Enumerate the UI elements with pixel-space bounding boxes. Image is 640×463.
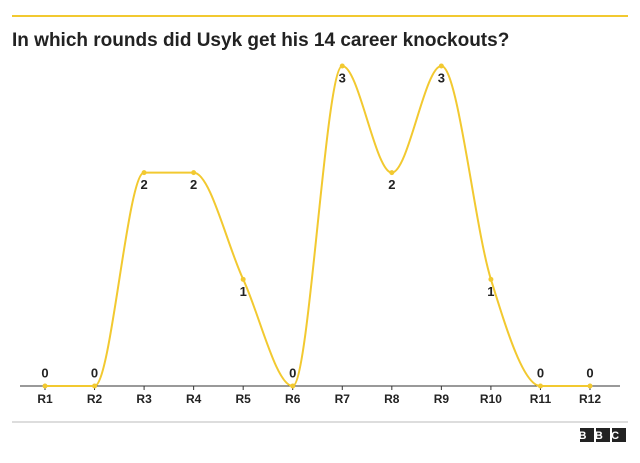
point (438, 63, 444, 69)
x-tick-label: R1 (37, 392, 53, 406)
point (92, 383, 98, 389)
data-label: 3 (339, 70, 346, 85)
logo: BBC (578, 430, 627, 442)
line (45, 64, 590, 388)
x-tick-label: R3 (136, 392, 152, 406)
x-tick-label: R10 (480, 392, 502, 406)
top-rule (12, 15, 628, 17)
x-tick-label: R7 (335, 392, 351, 406)
data-label: 1 (240, 284, 247, 299)
point (141, 170, 147, 176)
x-tick-label: R6 (285, 392, 301, 406)
data-label: 2 (388, 177, 395, 192)
data-label: 0 (41, 365, 48, 380)
point (389, 170, 395, 176)
x-tick-label: R5 (236, 392, 252, 406)
data-label: 0 (537, 365, 544, 380)
logo-boxes (580, 428, 626, 442)
data-label: 0 (586, 365, 593, 380)
data-label: 3 (438, 70, 445, 85)
point (339, 63, 345, 69)
x-tick-label: R11 (530, 392, 552, 406)
point (488, 276, 494, 282)
data-label: 2 (140, 177, 147, 192)
chart-title: In which rounds did Usyk get his 14 care… (12, 30, 509, 51)
data-label: 0 (91, 365, 98, 380)
point (537, 383, 543, 389)
point (290, 383, 296, 389)
data-label: 2 (190, 177, 197, 192)
x-tick-label: R4 (186, 392, 202, 406)
x-tick-label: R2 (87, 392, 103, 406)
x-tick-label: R12 (579, 392, 601, 406)
data-label: 0 (289, 365, 296, 380)
point (587, 383, 593, 389)
x-tick-label: R9 (434, 392, 450, 406)
point (191, 170, 197, 176)
data-label: 1 (487, 284, 494, 299)
point (240, 276, 246, 282)
x-tick-label: R8 (384, 392, 400, 406)
point (42, 383, 48, 389)
